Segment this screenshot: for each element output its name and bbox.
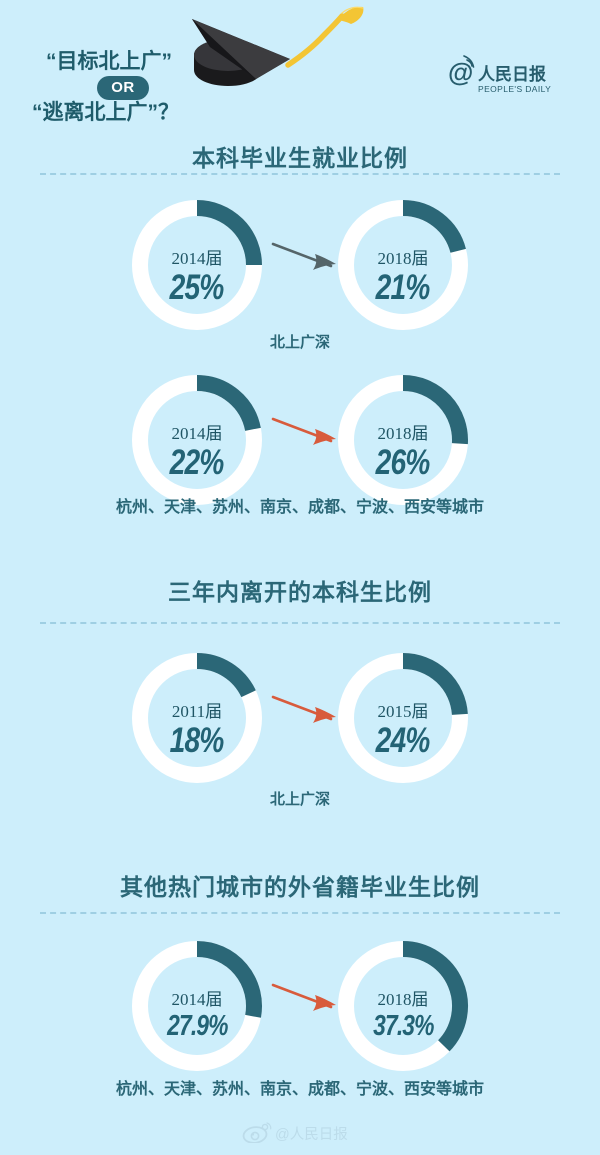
svg-text:@人民日报: @人民日报	[275, 1126, 348, 1143]
svg-text:PEOPLE'S DAILY: PEOPLE'S DAILY	[478, 84, 551, 94]
svg-text:人民日报: 人民日报	[478, 64, 546, 84]
